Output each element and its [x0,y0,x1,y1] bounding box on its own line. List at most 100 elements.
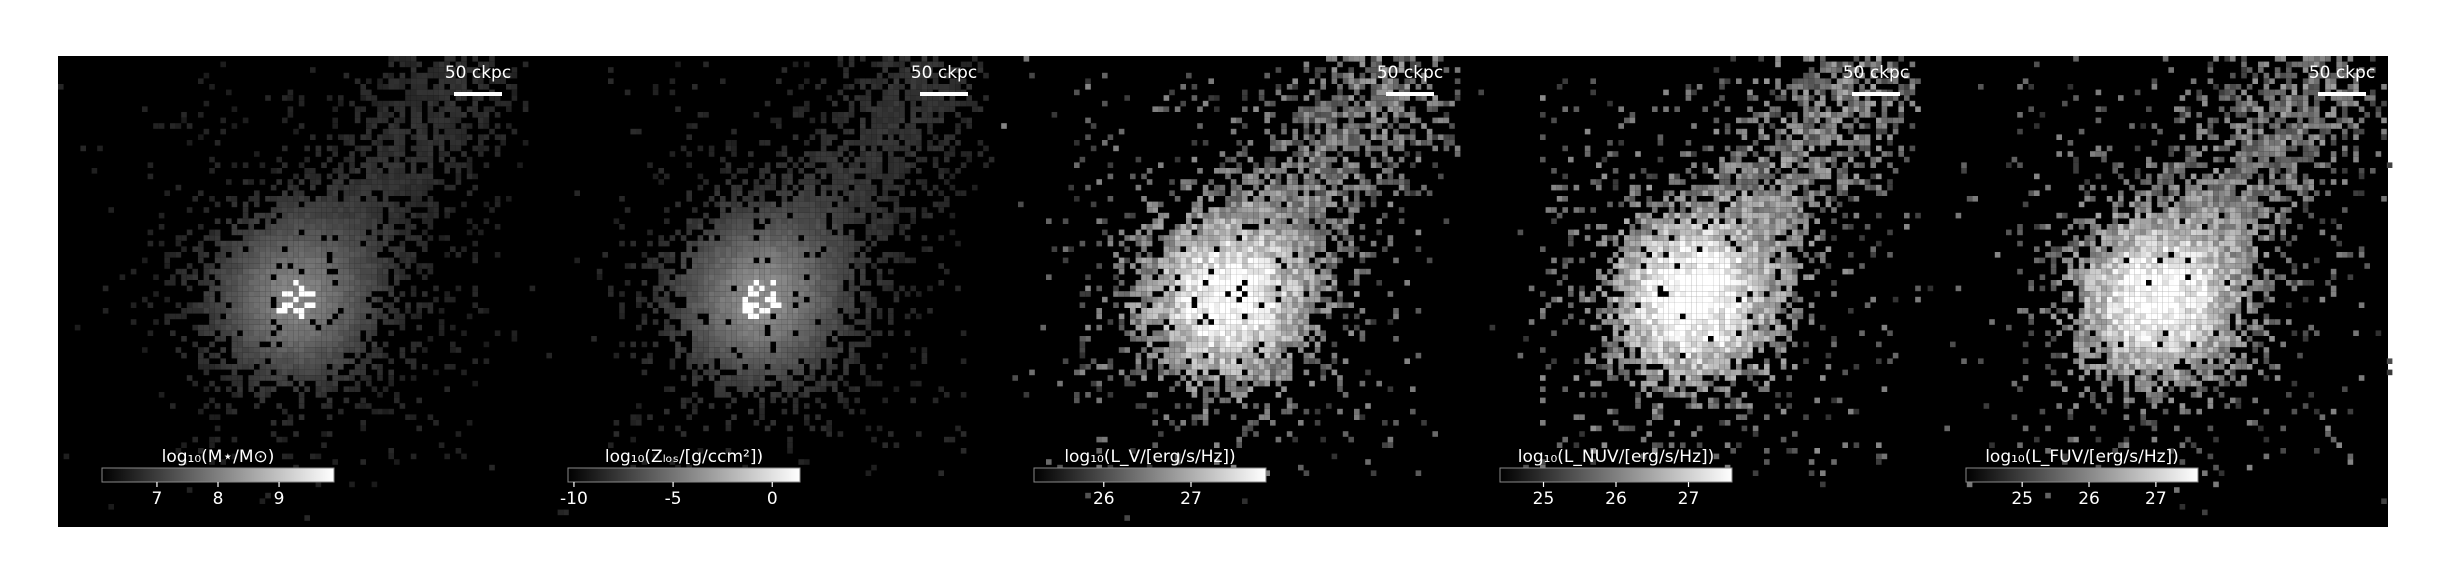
pixel [888,224,894,230]
pixel [1382,168,1388,174]
pixel [332,263,338,269]
pixel [742,196,748,202]
pixel [371,218,378,224]
pixel [394,229,400,236]
pixel [865,291,872,297]
pixel [276,246,282,252]
pixel [781,207,788,213]
pixel [865,336,872,342]
pixel [708,308,715,314]
pixel [237,336,243,342]
pixel [960,190,967,196]
pixel [781,246,788,252]
pixel [203,302,210,308]
pixel [809,347,816,353]
pixel [444,56,450,62]
pixel [1354,100,1360,107]
pixel [214,308,221,314]
pixel [1225,156,1231,163]
pixel [410,375,417,381]
pixel [332,330,338,336]
pixel [1348,240,1354,247]
pixel [237,240,243,247]
pixel [1169,240,1175,247]
pixel [382,257,389,264]
pixel [254,347,260,353]
pixel [871,134,877,140]
pixel [102,285,109,292]
pixel [848,324,855,331]
pixel [1174,291,1181,297]
pixel [214,324,221,331]
pixel [282,408,288,415]
pixel [759,196,765,202]
pixel [792,201,799,208]
pixel [315,274,322,280]
pixel [815,235,821,241]
pixel [1320,100,1326,107]
pixel [203,403,210,409]
pixel [282,240,288,247]
pixel [231,302,238,308]
pixel [692,84,698,90]
pixel [680,375,687,381]
pixel [596,274,603,280]
pixel [455,347,462,353]
pixel [304,285,310,292]
pixel [787,436,793,443]
pixel [231,224,238,230]
pixel [899,168,905,174]
pixel [315,218,322,224]
pixel [1270,134,1276,140]
pixel [321,285,327,292]
pixel [226,179,232,185]
pixel [175,123,182,129]
pixel [792,397,799,404]
pixel [759,201,765,208]
pixel [170,274,176,280]
pixel [1326,201,1332,208]
pixel [1062,218,1069,224]
pixel [787,386,793,392]
pixel [1258,285,1265,292]
pixel [697,263,704,269]
pixel [921,56,928,62]
pixel [910,151,916,157]
pixel [725,274,732,280]
pixel [708,319,715,325]
pixel [865,229,872,236]
pixel [343,240,350,247]
pixel [405,235,411,241]
pixel [1281,291,1287,297]
pixel [843,128,849,135]
pixel [820,252,827,258]
pixel [1337,112,1343,118]
pixel [270,308,277,314]
pixel [455,84,462,90]
pixel [865,89,872,96]
pixel [1365,78,1371,84]
pixel [478,229,484,236]
pixel [450,324,456,331]
pixel [1292,224,1298,230]
pixel [1270,274,1276,280]
pixel [1236,291,1242,297]
pixel [837,274,844,280]
pixel [759,364,765,370]
pixel [748,235,754,241]
pixel [697,274,704,280]
pixel [703,425,709,432]
pixel [1102,218,1108,224]
pixel [714,240,720,247]
pixel [427,184,434,191]
pixel [1309,235,1315,241]
pixel [686,313,692,320]
pixel [1191,95,1198,101]
pixel [781,257,788,264]
pixel [658,179,664,185]
pixel [753,308,760,314]
pixel [360,224,366,230]
pixel [1247,252,1254,258]
pixel [315,173,322,180]
pixel [1258,179,1265,185]
